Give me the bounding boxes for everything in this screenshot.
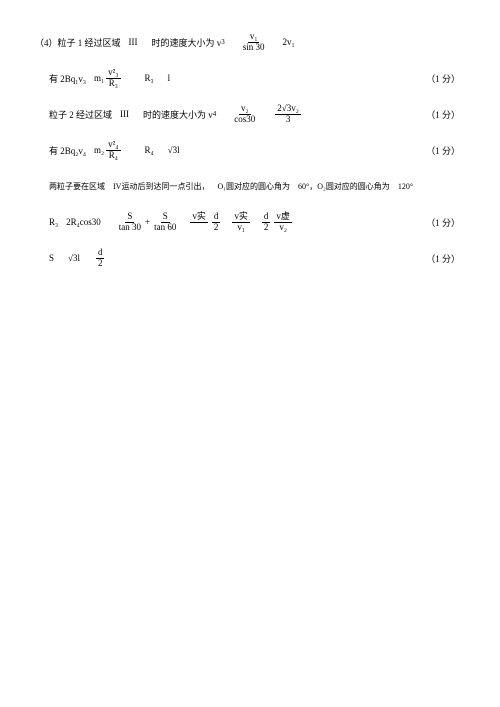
region: IV bbox=[113, 182, 121, 191]
numerator: d bbox=[262, 212, 271, 223]
denominator: 2 bbox=[262, 223, 271, 233]
text: S bbox=[49, 253, 54, 263]
numerator: v²₃ bbox=[106, 68, 120, 79]
denominator: R₃ bbox=[107, 79, 120, 89]
physics-solution-page: （4）粒子 1 经过区域 III 时的速度大小为 v3 v₁ sin 30 2v… bbox=[0, 0, 500, 312]
text: 两粒子要在区域 bbox=[49, 181, 105, 192]
denominator: 3 bbox=[284, 115, 293, 125]
fraction: v²₄ R₄ bbox=[106, 140, 120, 161]
fraction: v虚 v₂ bbox=[274, 212, 292, 233]
fraction: d 2 bbox=[96, 248, 105, 269]
numerator: v虚 bbox=[274, 212, 292, 223]
text: 圆对应的圆心角为 bbox=[326, 181, 390, 192]
region: III bbox=[129, 37, 138, 47]
text: O₁ bbox=[217, 182, 226, 191]
text: √3l bbox=[168, 145, 180, 155]
denominator: cos30 bbox=[232, 115, 257, 125]
line-5: 两粒子要在区域 IV 运动后到达同一点引出， O₁ 圆对应的圆心角为 60°， … bbox=[49, 174, 470, 198]
denominator: tan 60 bbox=[152, 223, 178, 233]
line-3: 粒子 2 经过区域 III 时的速度大小为 v4 v₂ cos30 2√3v₂ … bbox=[49, 102, 470, 126]
denominator: sin 30 bbox=[241, 43, 267, 53]
fraction: v实 v₁ bbox=[232, 212, 250, 233]
numerator: S bbox=[161, 212, 170, 223]
fraction: 2√3v₂ 3 bbox=[275, 104, 301, 125]
line-4: 有 2Bq₂v₄ m₂ v²₄ R₄ R₄ √3l （1 分） bbox=[49, 138, 470, 162]
fraction: v实 bbox=[190, 212, 208, 233]
text: m₁ bbox=[94, 73, 104, 83]
line-1: （4）粒子 1 经过区域 III 时的速度大小为 v3 v₁ sin 30 2v… bbox=[35, 30, 470, 54]
line-6: R₃ 2R₄cos30 S tan 30 + S tan 60 v实 d 2 v… bbox=[49, 210, 470, 234]
text: √3l bbox=[68, 253, 80, 263]
text: l bbox=[168, 73, 171, 83]
denominator: v₁ bbox=[235, 223, 247, 233]
denominator: v₂ bbox=[277, 223, 289, 233]
text: 时的速度大小为 v bbox=[143, 108, 213, 121]
line-2: 有 2Bq₁v₃ m₁ v²₃ R₃ R₃ l （1 分） bbox=[49, 66, 470, 90]
numerator: v₁ bbox=[248, 32, 260, 43]
text: 粒子 2 经过区域 bbox=[49, 108, 112, 121]
sub: 4 bbox=[213, 110, 217, 118]
text: 运动后到达同一点引出， bbox=[121, 181, 209, 192]
numerator: d bbox=[96, 248, 105, 259]
score-mark: （1 分） bbox=[426, 108, 460, 121]
fraction: S tan 30 bbox=[117, 212, 143, 233]
denominator: tan 30 bbox=[117, 223, 143, 233]
fraction: S tan 60 bbox=[152, 212, 178, 233]
numerator: v²₄ bbox=[106, 140, 120, 151]
denominator: 2 bbox=[212, 223, 221, 233]
text: O₂ bbox=[317, 182, 326, 191]
score-mark: （1 分） bbox=[426, 252, 460, 265]
fraction: d 2 bbox=[212, 212, 221, 233]
text: m₂ bbox=[94, 145, 104, 155]
score-mark: （1 分） bbox=[426, 216, 460, 229]
numerator: d bbox=[212, 212, 221, 223]
fraction: v₂ cos30 bbox=[232, 104, 257, 125]
text: 60°， bbox=[298, 181, 317, 192]
text: （4）粒子 1 经过区域 bbox=[35, 36, 121, 49]
region: III bbox=[120, 109, 129, 119]
text: R₄ bbox=[145, 145, 154, 155]
fraction: v₁ sin 30 bbox=[241, 32, 267, 53]
text: 有 2Bq₁v₃ bbox=[49, 72, 86, 85]
numerator: S bbox=[125, 212, 134, 223]
plus: + bbox=[145, 217, 150, 227]
numerator: 2√3v₂ bbox=[275, 104, 301, 115]
text: 2v₁ bbox=[283, 37, 295, 47]
denominator: 2 bbox=[96, 259, 105, 269]
sub: 3 bbox=[221, 38, 225, 46]
text: 2R₄cos30 bbox=[66, 217, 101, 227]
line-7: S √3l d 2 （1 分） bbox=[49, 246, 470, 270]
text: 有 2Bq₂v₄ bbox=[49, 144, 86, 157]
text: R₃ bbox=[49, 217, 58, 227]
text: 圆对应的圆心角为 bbox=[226, 181, 290, 192]
text: R₃ bbox=[145, 73, 154, 83]
score-mark: （1 分） bbox=[426, 144, 460, 157]
numerator: v实 bbox=[232, 212, 250, 223]
denominator bbox=[196, 223, 202, 233]
denominator: R₄ bbox=[107, 151, 120, 161]
fraction: d 2 bbox=[262, 212, 271, 233]
numerator: v₂ bbox=[239, 104, 251, 115]
text: 120° bbox=[398, 182, 413, 191]
numerator: v实 bbox=[190, 212, 208, 223]
text: 时的速度大小为 v bbox=[152, 36, 222, 49]
score-mark: （1 分） bbox=[426, 72, 460, 85]
fraction: v²₃ R₃ bbox=[106, 68, 120, 89]
